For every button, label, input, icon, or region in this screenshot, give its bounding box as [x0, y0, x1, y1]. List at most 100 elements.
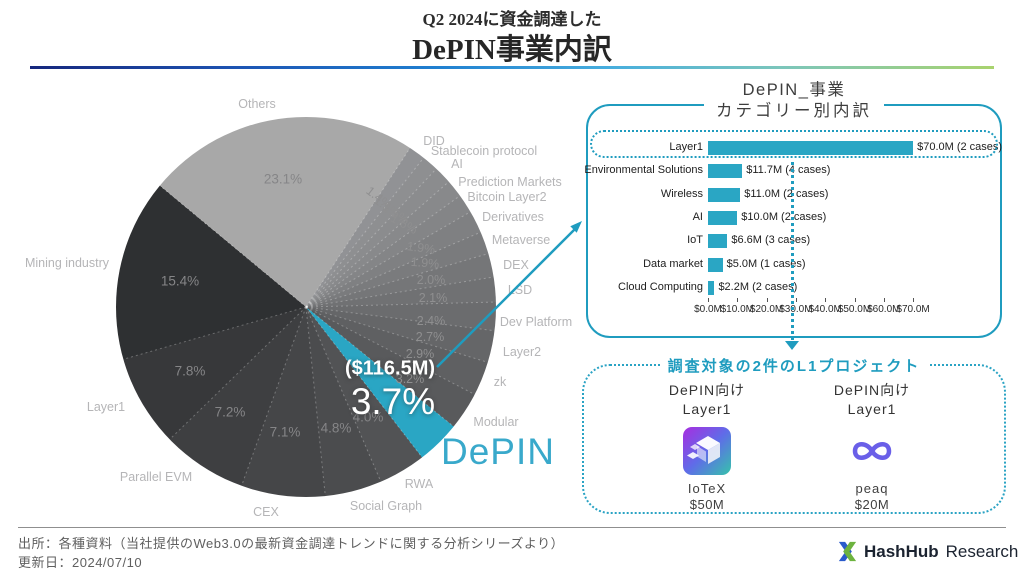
project-name: IoTeX — [687, 480, 727, 496]
pie-percent-label: 23.1% — [263, 171, 303, 187]
x-tick-mark — [737, 298, 739, 302]
project-category-label: DePIN向け — [668, 382, 746, 398]
pie-percent-label: 7.1% — [269, 424, 301, 440]
pie-category-label: zk — [493, 375, 507, 389]
bar — [708, 187, 741, 202]
bar — [708, 210, 738, 225]
pie-category-label: AI — [451, 157, 463, 171]
pie-category-label: Parallel EVM — [119, 470, 193, 484]
project-category-label: Layer1 — [847, 400, 897, 417]
x-tick-label: $10.0M — [720, 304, 754, 315]
bar — [708, 141, 914, 155]
project-category-label: DePIN向け — [833, 382, 911, 398]
pie-category-label: DEX — [503, 258, 529, 272]
bar-panel-title: DePIN_事業 カテゴリー別内訳 — [586, 80, 1002, 123]
footer-divider — [18, 527, 1006, 528]
pie-category-label: Dev Platform — [499, 315, 573, 329]
projects-panel-title: 調査対象の2件のL1プロジェクト — [582, 355, 1006, 376]
bar — [708, 164, 743, 179]
bar-panel-title-line1: DePIN_事業 — [742, 81, 846, 99]
hashhub-research-logo: HashHub Research — [836, 540, 1018, 563]
pie-percent-label: 4.8% — [320, 420, 352, 436]
pie-category-label: Derivatives — [482, 210, 544, 224]
bar — [708, 234, 728, 249]
x-tick-mark — [766, 298, 768, 302]
pie-category-label: DID — [423, 134, 445, 148]
hashhub-logo-icon — [838, 541, 857, 562]
project-amount: $50M — [689, 496, 725, 512]
pie-percent-label: 3.2% — [395, 372, 425, 386]
iotex-logo-icon — [622, 423, 792, 479]
pie-percent-label: 2.4% — [416, 314, 446, 328]
pie-percent-label: 15.4% — [160, 273, 200, 289]
bar-category-label: Wireless — [660, 187, 703, 200]
project-category-label: Layer1 — [682, 400, 732, 417]
bar-category-label: Environmental Solutions — [584, 164, 703, 177]
brand-suffix: Research — [945, 541, 1019, 561]
bar-category-label: IoT — [687, 234, 703, 247]
pie-category-label: Layer1 — [86, 400, 126, 414]
project-card-peaq: DePIN向け Layer1 peaq $20M — [787, 381, 957, 512]
pie-category-label: Modular — [473, 415, 519, 429]
x-tick-mark — [854, 298, 856, 302]
pie-category-label: Mining industry — [24, 256, 110, 270]
x-tick-label: $70.0M — [896, 304, 930, 315]
connector-dotted-line — [791, 162, 794, 340]
pie-percent-label: 4.0% — [352, 409, 384, 425]
x-tick-mark — [795, 298, 797, 302]
pie-percent-label: 7.2% — [214, 404, 246, 420]
pie-category-label: LSD — [507, 283, 533, 297]
pie-percent-label: 7.8% — [174, 363, 206, 379]
pie-category-label: RWA — [404, 477, 434, 491]
header-divider — [30, 66, 994, 69]
bar-value-label: $2.2M (2 cases) — [718, 280, 798, 293]
peaq-logo-icon — [787, 423, 957, 479]
bar — [708, 280, 715, 295]
bar-value-label: $11.7M (4 cases) — [746, 164, 831, 177]
page-title: DePIN事業内訳 — [412, 34, 612, 66]
brand-name: HashHub — [864, 541, 939, 561]
pie-category-label: Prediction Markets — [458, 175, 562, 189]
bar-value-label: $70.0M (2 cases) — [917, 141, 1003, 153]
x-tick-label: $60.0M — [867, 304, 901, 315]
bar — [708, 257, 723, 272]
project-card-iotex: DePIN向け Layer1 IoTeX $50M — [622, 381, 792, 512]
depin-percent-label: 3.7% — [350, 381, 436, 422]
pie-category-label: Others — [238, 97, 276, 111]
bar-category-label: AI — [692, 210, 703, 223]
x-tick-label: $20.0M — [749, 304, 784, 315]
connector-arrowhead-icon — [785, 341, 799, 350]
pie-percent-label: 2.0% — [416, 273, 446, 287]
x-tick-label: $0.0M — [694, 304, 722, 315]
pie-category-label: CEX — [253, 505, 279, 519]
bar-category-label: Layer1 — [669, 141, 703, 153]
x-tick-mark — [825, 298, 827, 302]
pie-chart — [116, 117, 496, 497]
x-tick-mark — [913, 298, 915, 302]
x-tick-label: $30.0M — [779, 304, 813, 315]
pie-percent-label: 1.9% — [410, 254, 440, 272]
footer-source: 出所：各種資料（当社提供のWeb3.0の最新資金調達トレンドに関する分析シリーズ… — [18, 536, 565, 551]
project-name: peaq — [855, 480, 889, 496]
x-tick-label: $40.0M — [808, 304, 842, 315]
layer1-highlight-box — [590, 130, 998, 158]
project-amount: $20M — [854, 496, 890, 512]
bar-panel-title-line2: カテゴリー別内訳 — [716, 102, 872, 121]
bar-category-label: Data market — [643, 257, 703, 270]
pie-category-label: Metaverse — [491, 233, 551, 247]
depin-amount-label: ($116.5M) — [344, 357, 436, 380]
footer-updated: 更新日：2024/07/10 — [18, 555, 143, 570]
x-tick-mark — [708, 298, 709, 302]
pie-category-label: Bitcoin Layer2 — [467, 190, 547, 204]
bar-value-label: $5.0M (1 cases) — [726, 257, 806, 270]
x-tick-mark — [883, 298, 885, 302]
pie-percent-label: 2.1% — [418, 291, 448, 305]
pie-category-label: Layer2 — [502, 345, 542, 359]
bar-value-label: $6.6M (3 cases) — [731, 234, 811, 247]
x-tick-label: $50.0M — [837, 304, 872, 315]
pie-category-label: Stablecoin protocol — [430, 144, 538, 158]
header-subtitle: Q2 2024に資金調達した — [422, 10, 602, 29]
bar-value-label: $10.0M (2 cases) — [741, 210, 827, 223]
bar-category-label: Cloud Computing — [618, 280, 703, 293]
